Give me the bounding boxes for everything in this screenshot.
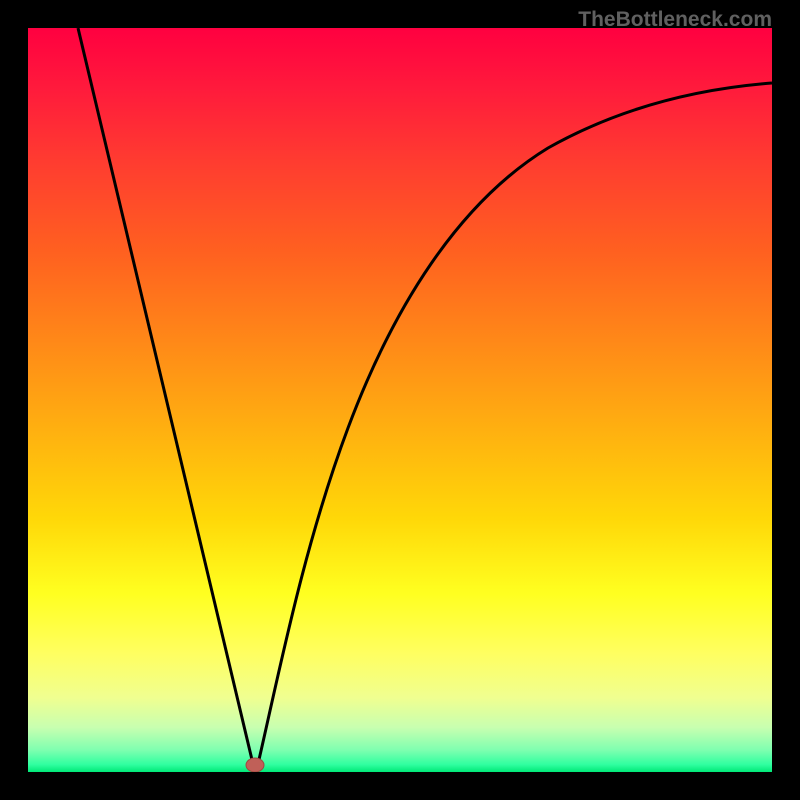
watermark-text: TheBottleneck.com (578, 8, 772, 32)
curve-layer (28, 28, 772, 772)
curve-left-segment (78, 28, 253, 764)
curve-right-segment (258, 83, 772, 764)
plot-area (28, 28, 772, 772)
chart-container: TheBottleneck.com (0, 0, 800, 800)
minimum-marker (246, 758, 264, 772)
